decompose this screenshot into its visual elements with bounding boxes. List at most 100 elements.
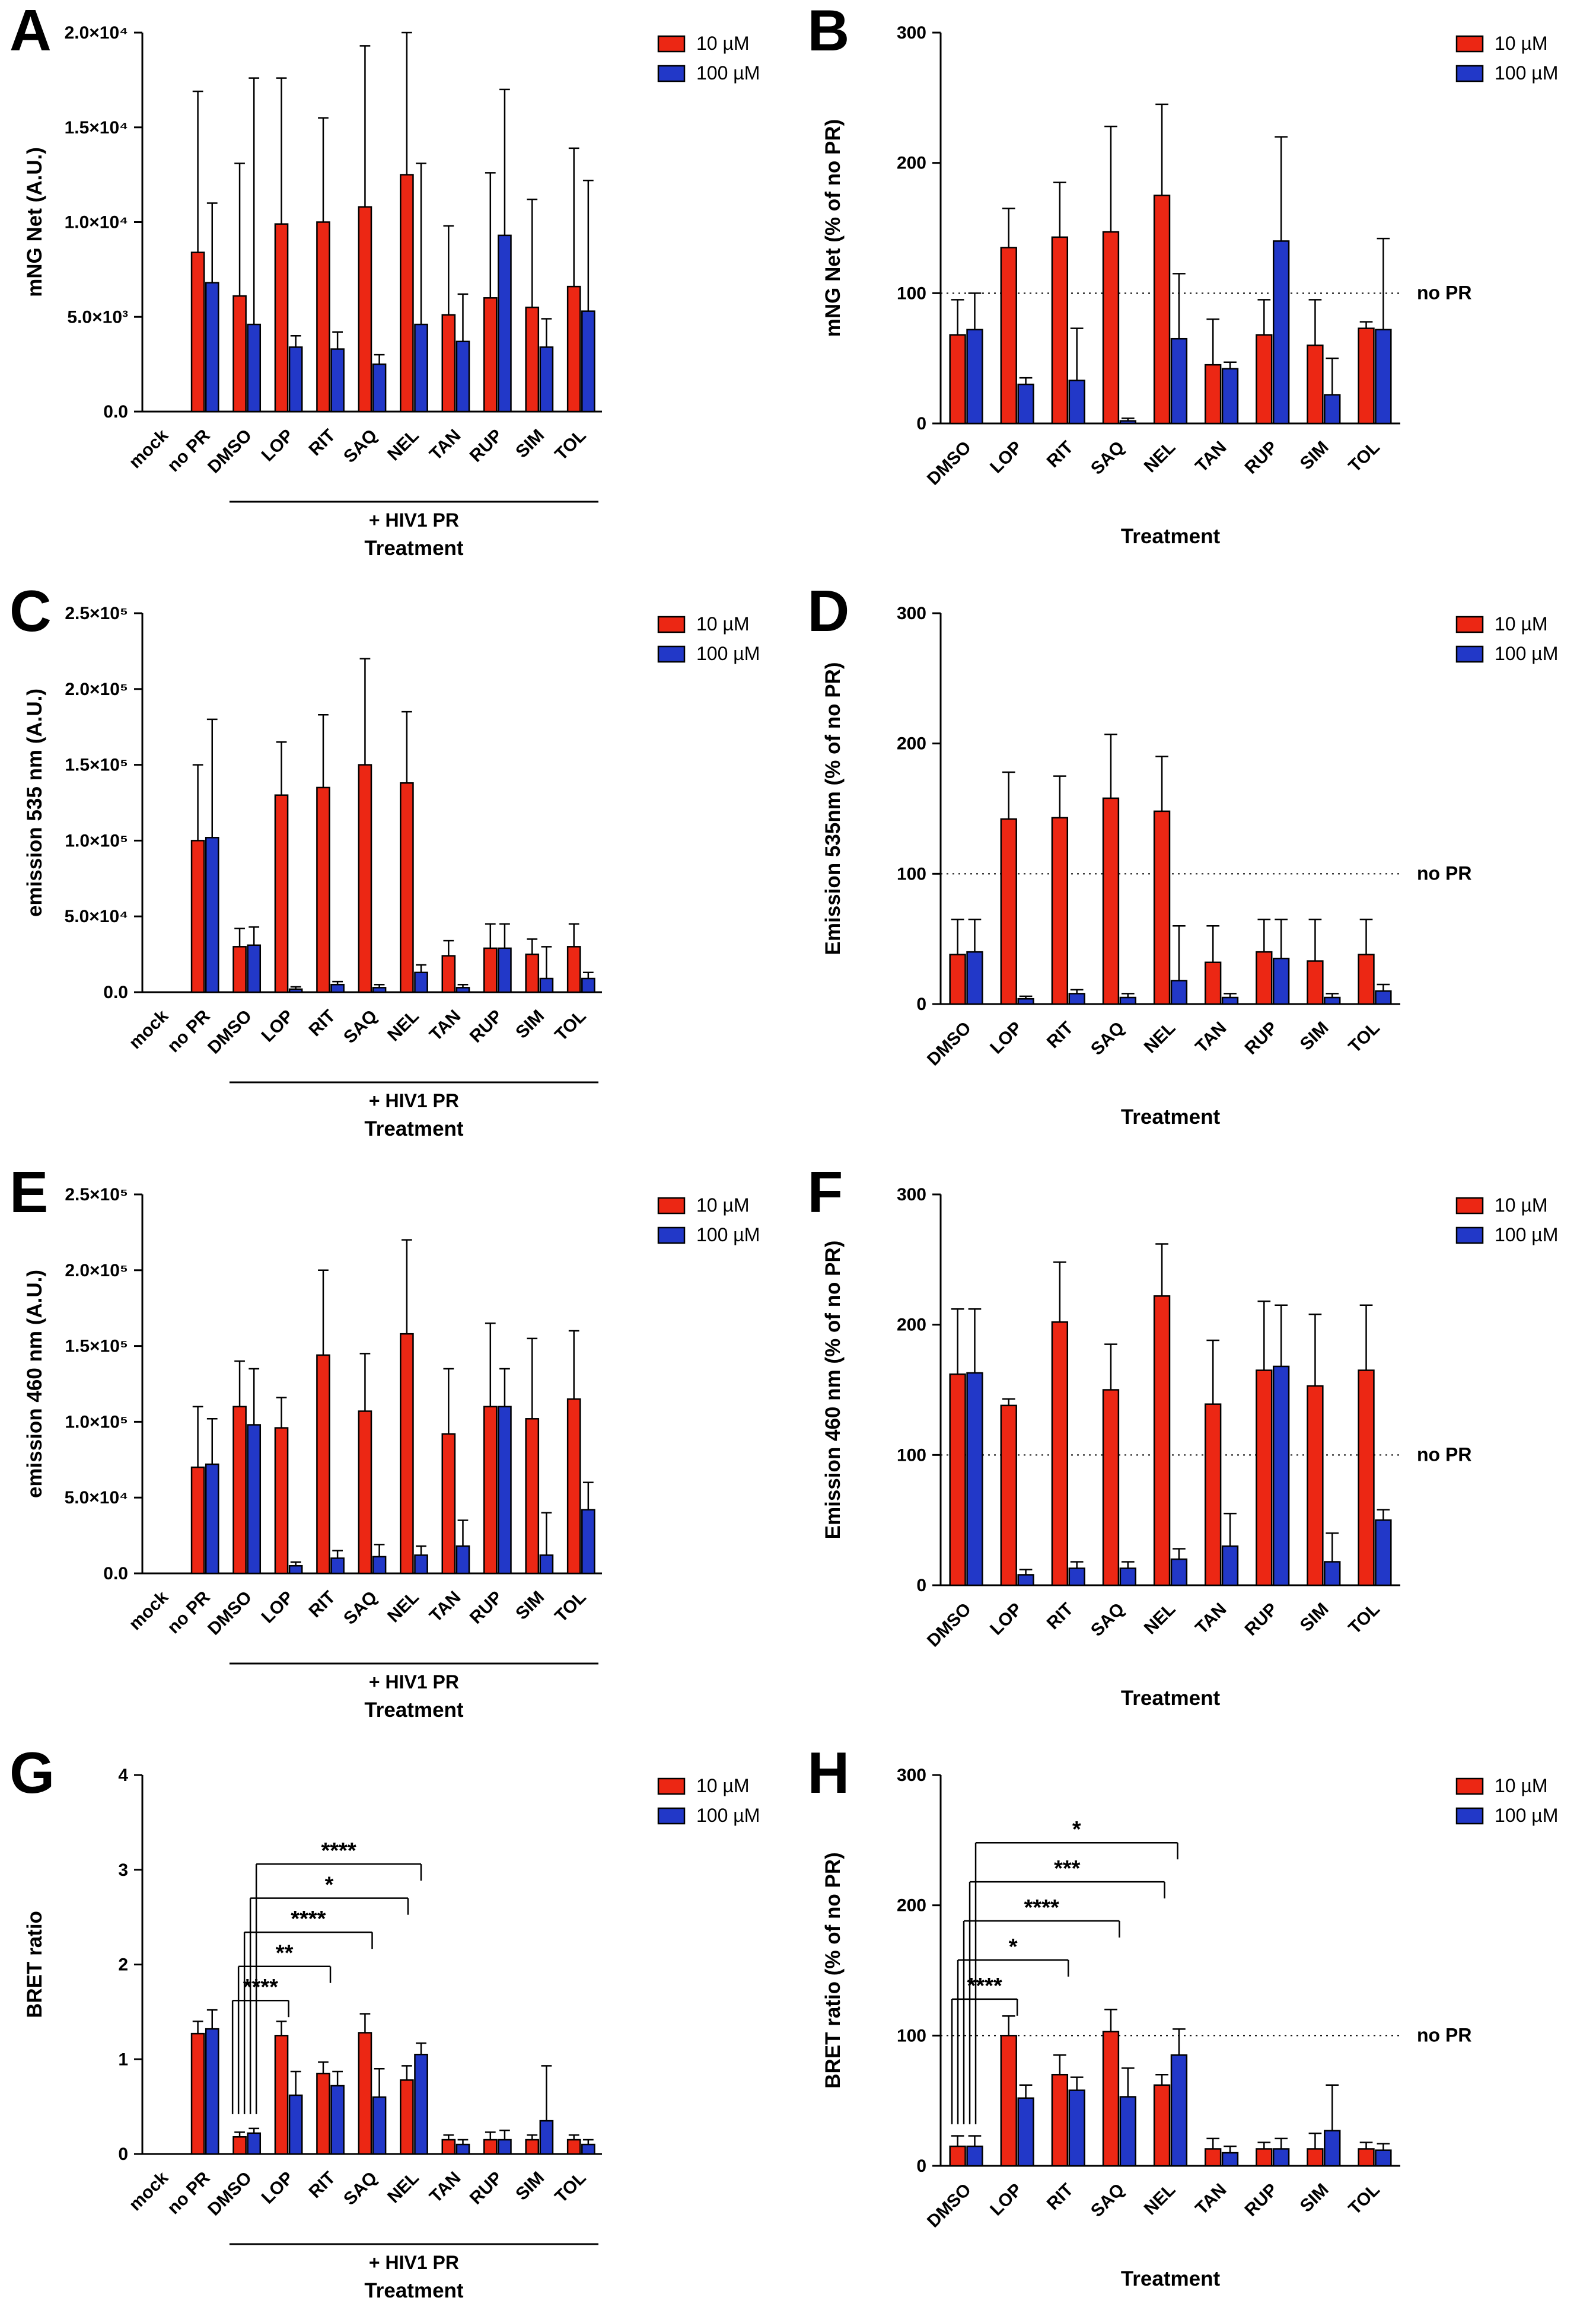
x-category-label: SAQ <box>340 1006 381 1047</box>
bar-100 µM <box>581 2143 595 2155</box>
bar-10 µM <box>1000 2034 1017 2167</box>
bar-100 µM <box>330 348 345 413</box>
bar-100 µM <box>372 987 387 993</box>
x-category-label: SIM <box>1296 1599 1332 1635</box>
bar-10 µM <box>483 297 498 413</box>
panel-label-C: C <box>9 581 52 644</box>
bar-10 µM <box>525 2139 540 2155</box>
y-tick-label: 1 <box>118 2050 128 2069</box>
x-category-label: SIM <box>1296 438 1332 474</box>
bar-100 µM <box>414 1554 428 1574</box>
bar-10 µM <box>566 285 581 413</box>
bar-10 µM <box>274 1426 289 1574</box>
bar-10 µM <box>1153 810 1170 1005</box>
bar-100 µM <box>966 951 983 1005</box>
x-category-label: TOL <box>1345 438 1383 476</box>
bar-100 µM <box>372 2096 387 2155</box>
bar-10 µM <box>316 786 330 993</box>
x-category-label: LOP <box>258 1006 298 1046</box>
y-tick-label: 200 <box>896 154 926 173</box>
legend-label: 10 µM <box>696 1775 750 1796</box>
y-tick-label: 300 <box>896 1766 926 1785</box>
chart-mng-net-percent: 0 100 200 300 mNG Net (% of no PR) no PR DMSO L… <box>821 23 1558 548</box>
bar-100 µM <box>455 1545 470 1574</box>
x-category-label: RUP <box>1241 2179 1281 2220</box>
bar-10 µM <box>1051 817 1068 1005</box>
x-category-label: LOP <box>258 2168 298 2207</box>
bar-10 µM <box>441 955 456 993</box>
legend-label: 10 µM <box>696 33 750 54</box>
x-category-label: mock <box>125 425 172 472</box>
bar-10 µM <box>232 946 247 993</box>
bar-10 µM <box>274 794 289 993</box>
bar-10 µM <box>274 2034 289 2155</box>
bar-100 µM <box>205 2028 219 2155</box>
bar-10 µM <box>1255 1369 1272 1586</box>
bar-10 µM <box>400 2079 414 2155</box>
x-category-label: NEL <box>1140 2179 1179 2219</box>
x-category-label: RIT <box>305 1006 339 1041</box>
bar-100 µM <box>247 1423 262 1574</box>
y-tick-label: 0 <box>118 2144 128 2164</box>
bar-100 µM <box>372 363 387 413</box>
bar-100 µM <box>1068 1567 1085 1586</box>
legend-label: 100 µM <box>1495 643 1558 664</box>
bar-100 µM <box>205 282 219 413</box>
y-tick-label: 300 <box>896 1185 926 1204</box>
bar-100 µM <box>1170 2054 1187 2166</box>
y-tick-label: 1.5×10⁵ <box>65 1336 128 1356</box>
bar-100 µM <box>247 2132 262 2155</box>
bar-10 µM <box>566 946 581 993</box>
sig-asterisks: **** <box>1024 1895 1059 1920</box>
x-category-label: no PR <box>164 1587 214 1637</box>
y-tick-label: 3 <box>118 1860 128 1880</box>
legend-label: 100 µM <box>1495 1805 1558 1826</box>
bar-100 µM <box>1221 1545 1238 1586</box>
bar-100 µM <box>1068 380 1085 425</box>
y-tick-label: 2.0×10⁴ <box>65 23 128 43</box>
bar-10 µM <box>525 307 540 413</box>
bar-10 µM <box>1204 2147 1221 2167</box>
bar-100 µM <box>1323 997 1340 1005</box>
x-category-label: TAN <box>1192 1018 1230 1057</box>
x-category-label: TOL <box>551 2168 590 2206</box>
x-axis-title: Treatment <box>364 1117 464 1140</box>
x-category-label: DMSO <box>923 1599 975 1650</box>
panel-H: H 0 100 200 300 BRET ratio (% of no PR) no PR… <box>798 1742 1596 2323</box>
x-category-label: NEL <box>1140 1018 1179 1057</box>
bar-10 µM <box>190 840 205 993</box>
bar-100 µM <box>539 1554 554 1574</box>
y-tick-label: 0.0 <box>103 983 128 1002</box>
bar-100 µM <box>1374 990 1392 1005</box>
panel-D: D 0 100 200 300 Emission 535nm (% of no PR) n… <box>798 581 1596 1161</box>
bar-100 µM <box>372 1556 387 1574</box>
y-tick-label: 5.0×10³ <box>67 307 128 327</box>
bar-100 µM <box>1017 383 1034 425</box>
x-category-label: DMSO <box>923 438 975 489</box>
bar-10 µM <box>1051 2073 1068 2166</box>
x-category-label: TOL <box>1345 1599 1383 1637</box>
x-category-label: SAQ <box>1087 1018 1128 1059</box>
panel-label-H: H <box>807 1742 850 1805</box>
bar-100 µM <box>1170 980 1187 1005</box>
sig-asterisks: **** <box>291 1907 326 1932</box>
bar-10 µM <box>316 1354 330 1574</box>
bar-10 µM <box>1102 231 1119 425</box>
no-pr-label: no PR <box>1417 863 1471 884</box>
x-category-label: mock <box>125 2168 172 2214</box>
bar-10 µM <box>1357 2147 1375 2167</box>
bar-100 µM <box>966 2145 983 2166</box>
x-category-label: DMSO <box>923 2179 975 2231</box>
bar-10 µM <box>358 206 372 413</box>
y-axis-title: emission 460 nm (A.U.) <box>23 1269 46 1497</box>
bar-100 µM <box>1119 420 1136 425</box>
bar-10 µM <box>483 947 498 993</box>
x-axis-title: Treatment <box>364 537 464 560</box>
bar-100 µM <box>1272 240 1289 425</box>
x-category-label: SAQ <box>340 2168 381 2209</box>
bar-10 µM <box>190 2032 205 2155</box>
bar-100 µM <box>247 944 262 993</box>
x-category-label: NEL <box>384 426 423 465</box>
legend-swatch <box>657 616 686 633</box>
panel-B: B 0 100 200 300 mNG Net (% of no PR) no PR DMS… <box>798 0 1596 581</box>
